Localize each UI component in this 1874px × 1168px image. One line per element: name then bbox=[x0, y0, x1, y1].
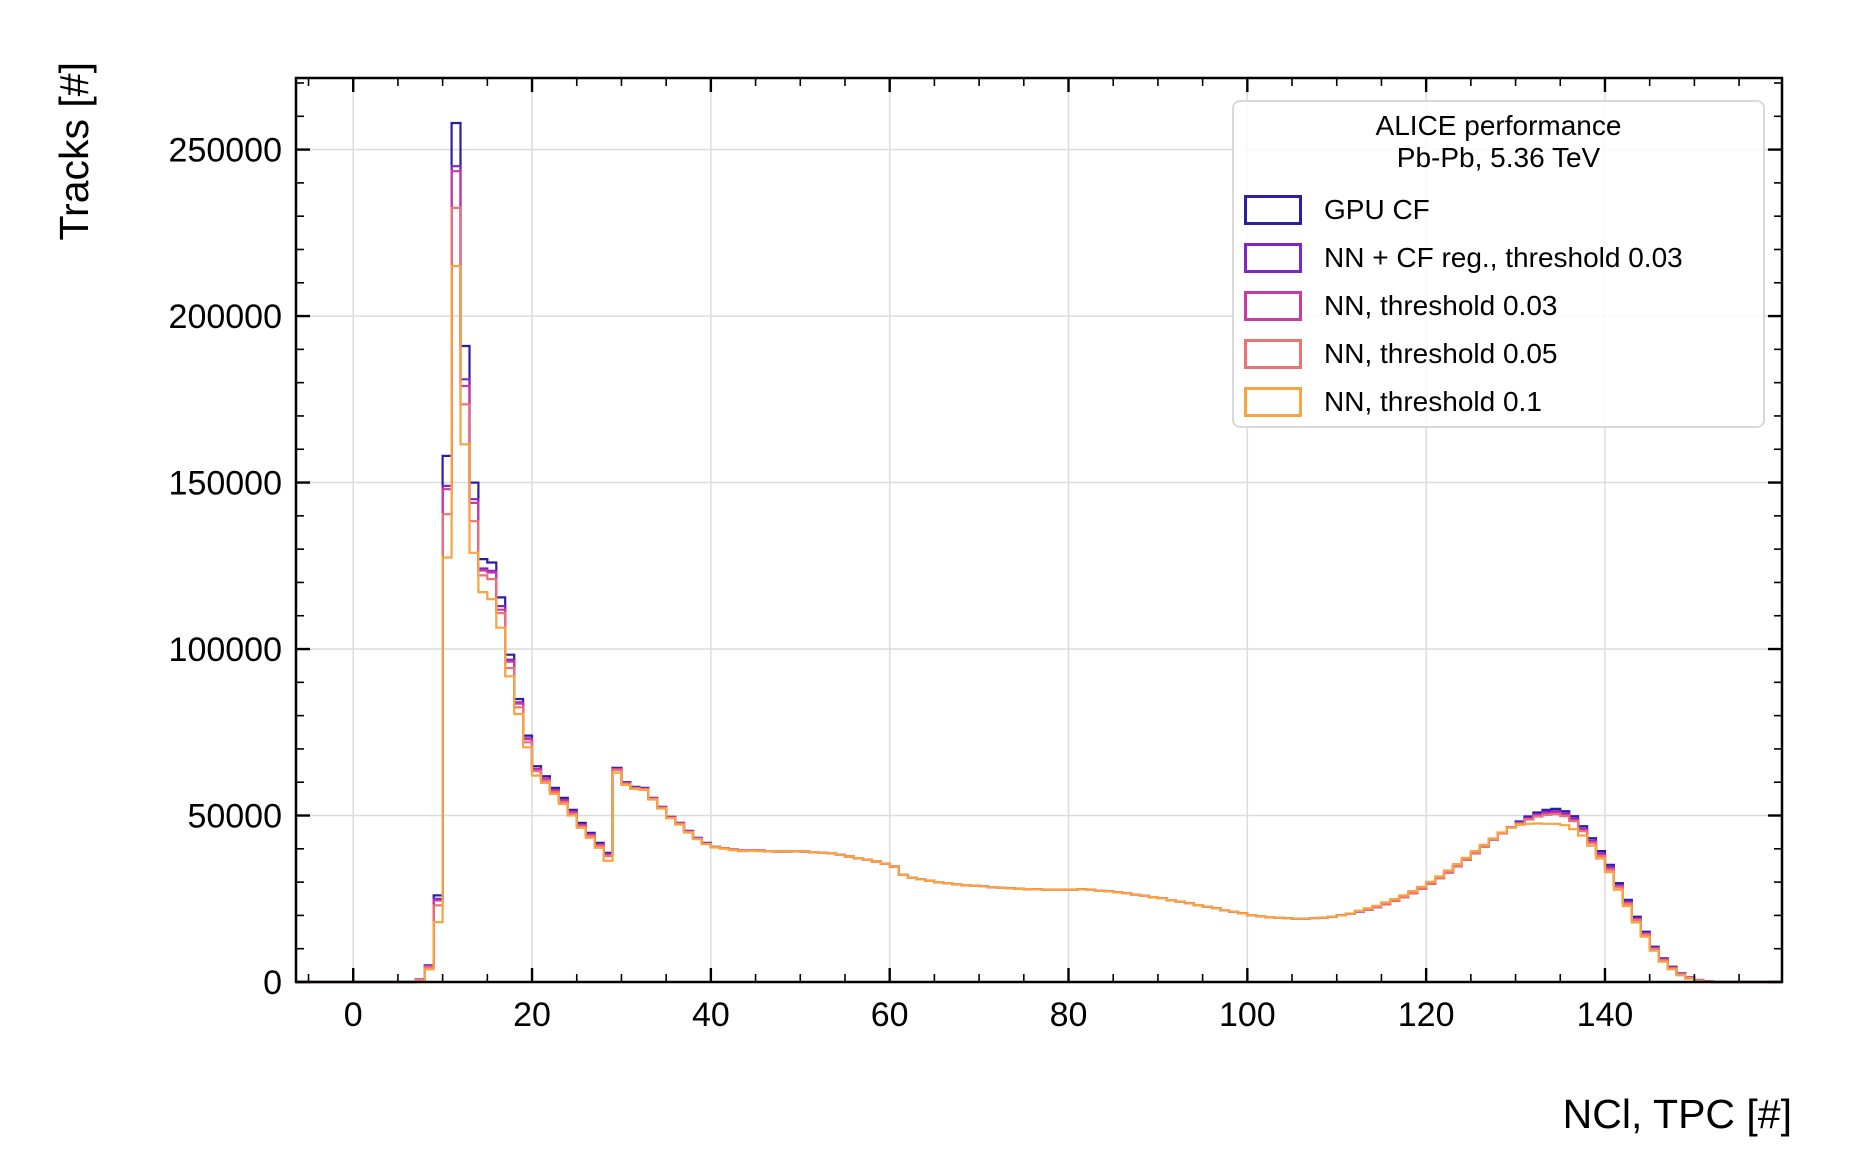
legend-swatch bbox=[1244, 243, 1302, 273]
x-axis-title: NCl, TPC [#] bbox=[1563, 1091, 1792, 1137]
legend-swatch bbox=[1244, 291, 1302, 321]
series-nn-threshold-0-1 bbox=[296, 265, 1782, 984]
y-axis-title: Tracks [#] bbox=[51, 62, 97, 240]
legend-row: GPU CF bbox=[1234, 186, 1763, 234]
legend-row: NN, threshold 0.1 bbox=[1234, 378, 1763, 426]
legend-entry-label: NN, threshold 0.1 bbox=[1324, 386, 1542, 417]
legend-swatch bbox=[1244, 387, 1302, 417]
y-tick-label: 150000 bbox=[169, 465, 282, 503]
y-tick-label: 200000 bbox=[169, 298, 282, 336]
legend-swatch bbox=[1244, 339, 1302, 369]
x-tick-label: 100 bbox=[1219, 996, 1276, 1034]
legend-row: NN, threshold 0.05 bbox=[1234, 330, 1763, 378]
x-tick-label: 40 bbox=[692, 996, 730, 1034]
x-tick-label: 0 bbox=[344, 996, 363, 1034]
legend: ALICE performance Pb-Pb, 5.36 TeV GPU CF… bbox=[1232, 100, 1765, 428]
y-tick-label: 250000 bbox=[169, 132, 282, 170]
legend-title-line1: ALICE performance bbox=[1375, 110, 1622, 141]
y-tick-label: 0 bbox=[263, 964, 282, 1002]
legend-row: NN + CF reg., threshold 0.03 bbox=[1234, 234, 1763, 282]
legend-entry-label: NN, threshold 0.03 bbox=[1324, 290, 1558, 321]
y-tick-label: 50000 bbox=[187, 798, 282, 836]
x-tick-label: 60 bbox=[871, 996, 909, 1034]
plot-frame bbox=[294, 76, 1784, 984]
x-tick-label: 120 bbox=[1398, 996, 1455, 1034]
legend-entry-label: NN + CF reg., threshold 0.03 bbox=[1324, 242, 1683, 273]
legend-swatch bbox=[1244, 195, 1302, 225]
x-tick-label: 140 bbox=[1577, 996, 1634, 1034]
legend-row: NN, threshold 0.03 bbox=[1234, 282, 1763, 330]
legend-entries: GPU CF NN + CF reg., threshold 0.03 NN, th… bbox=[1234, 186, 1763, 426]
x-tick-label: 80 bbox=[1050, 996, 1088, 1034]
x-tick-label: 20 bbox=[513, 996, 551, 1034]
legend-entry-label: GPU CF bbox=[1324, 194, 1430, 225]
y-tick-label: 100000 bbox=[169, 631, 282, 669]
legend-entry-label: NN, threshold 0.05 bbox=[1324, 338, 1558, 369]
legend-title-line2: Pb-Pb, 5.36 TeV bbox=[1396, 142, 1601, 173]
